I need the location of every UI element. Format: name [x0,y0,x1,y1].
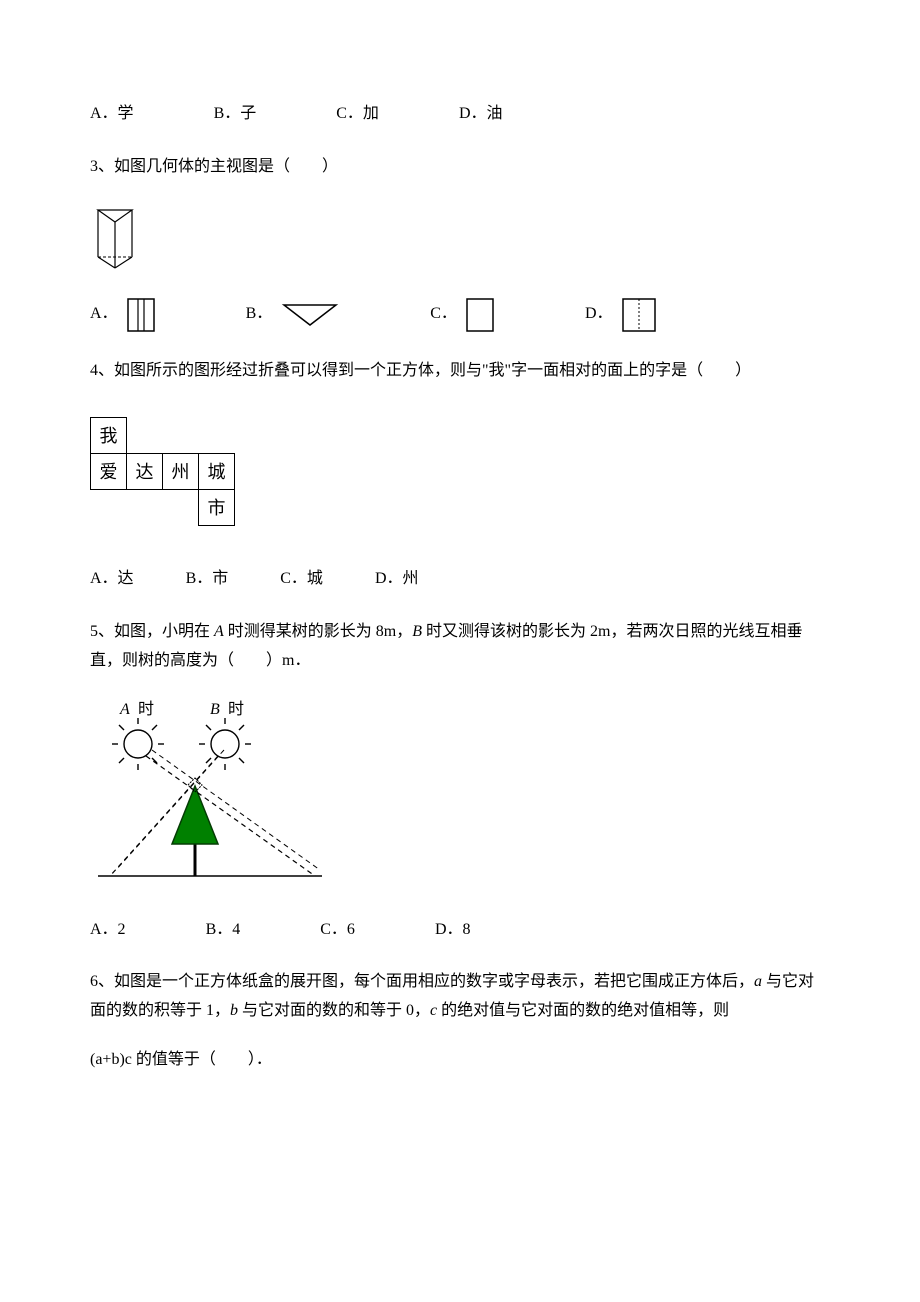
q3-opt-b-icon [280,301,340,329]
q3-text: 3、如图几何体的主视图是（ ） [90,153,830,182]
q3-opt-a-icon [126,297,156,333]
q4-opt-c: C．城 [280,565,323,594]
q5-b: B [412,623,422,640]
q5-figure: A 时 B 时 [90,696,830,896]
q4-opt-d: D．州 [375,565,419,594]
q3-opt-d: D． [585,297,657,333]
net-cell-zhou: 州 [163,454,199,490]
q3-opt-d-label: D． [585,300,613,329]
q2-opt-b: B．子 [214,100,257,129]
q6-expr-line: (a+b)c 的值等于（ ）． [90,1046,830,1075]
q4-options: A．达 B．市 C．城 D．州 [90,565,830,594]
q5-t2: 时测得某树的影长为 8m， [224,623,412,640]
q3-opt-b: B． [246,300,341,329]
q5-fig-label-b-shi: 时 [228,700,244,718]
q4-cube-net: 我 爱 达 州 城 市 [90,417,235,526]
q5-fig-label-a: A [119,701,130,718]
q4-text: 4、如图所示的图形经过折叠可以得到一个正方体，则与"我"字一面相对的面上的字是（… [90,357,830,386]
q2-opt-a: A．学 [90,100,134,129]
q5-opt-d: D．8 [435,916,471,945]
q3-opt-c: C． [430,297,495,333]
q4-opt-a: A．达 [90,565,134,594]
q3-opt-a: A． [90,297,156,333]
q6-end: 的值等于（ ）． [132,1051,272,1068]
q5-opt-b: B．4 [206,916,241,945]
q3-opt-a-label: A． [90,300,118,329]
q5-fig-label-b: B [210,701,220,718]
q2-options: A．学 B．子 C．加 D．油 [90,100,830,129]
q5-text: 5、如图，小明在 A 时测得某树的影长为 8m，B 时又测得该树的影长为 2m，… [90,618,830,676]
q2-opt-d: D．油 [459,100,503,129]
q3-opt-c-label: C． [430,300,457,329]
net-cell-da: 达 [127,454,163,490]
q5-opt-a: A．2 [90,916,126,945]
q4-opt-b: B．市 [186,565,229,594]
q3-prism-figure [90,202,830,277]
q6-text: 6、如图是一个正方体纸盒的展开图，每个面用相应的数字或字母表示，若把它围成正方体… [90,968,830,1026]
q6-expr: (a+b)c [90,1051,132,1068]
net-cell-ai: 爱 [91,454,127,490]
q5-fig-label-a-shi: 时 [138,700,154,718]
q6-t1: 6、如图是一个正方体纸盒的展开图，每个面用相应的数字或字母表示，若把它围成正方体… [90,973,754,990]
q3-opt-d-icon [621,297,657,333]
q3-opt-c-icon [465,297,495,333]
q5-a: A [214,623,224,640]
q3-options: A． B． C． D． [90,297,830,333]
net-cell-cheng: 城 [199,454,235,490]
q6-a: a [754,973,762,990]
net-cell-wo: 我 [91,418,127,454]
q2-opt-c: C．加 [336,100,379,129]
q6-tc: 的绝对值与它对面的数的绝对值相等，则 [437,1002,729,1019]
q5-options: A．2 B．4 C．6 D．8 [90,916,830,945]
q6-b: b [230,1002,238,1019]
q6-tb: 与它对面的数的和等于 0， [238,1002,430,1019]
q5-opt-c: C．6 [320,916,355,945]
shadow-diagram: A 时 B 时 [90,696,330,896]
q5-t1: 5、如图，小明在 [90,623,214,640]
q3-opt-b-label: B． [246,300,273,329]
net-cell-shi: 市 [199,490,235,526]
prism-icon [90,202,140,277]
